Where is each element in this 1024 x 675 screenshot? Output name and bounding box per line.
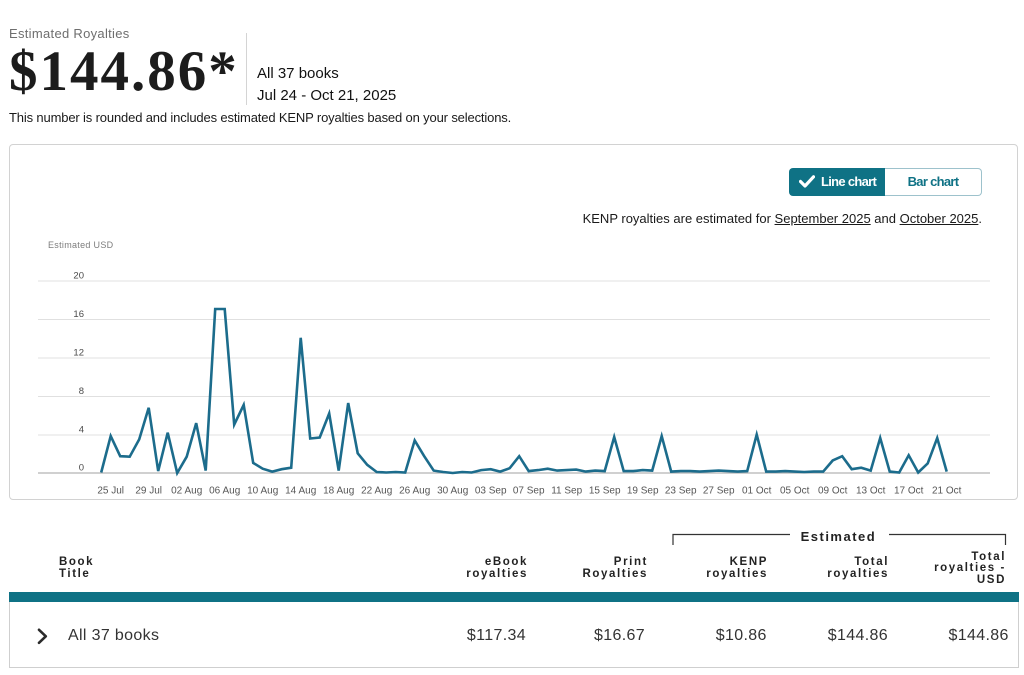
svg-text:19 Sep: 19 Sep xyxy=(627,486,659,497)
svg-text:30 Aug: 30 Aug xyxy=(437,486,468,497)
svg-text:8: 8 xyxy=(79,386,84,397)
svg-text:13 Oct: 13 Oct xyxy=(856,486,886,497)
svg-text:29 Jul: 29 Jul xyxy=(135,486,162,497)
svg-text:26 Aug: 26 Aug xyxy=(399,486,430,497)
svg-text:23 Sep: 23 Sep xyxy=(665,486,697,497)
svg-text:27 Sep: 27 Sep xyxy=(703,486,735,497)
svg-text:05 Oct: 05 Oct xyxy=(780,486,810,497)
svg-text:17 Oct: 17 Oct xyxy=(894,486,924,497)
svg-text:16: 16 xyxy=(73,309,84,320)
svg-text:11 Sep: 11 Sep xyxy=(551,486,582,497)
svg-text:12: 12 xyxy=(73,348,84,359)
svg-text:22 Aug: 22 Aug xyxy=(361,486,392,497)
svg-text:03 Sep: 03 Sep xyxy=(475,486,507,497)
svg-text:0: 0 xyxy=(79,463,84,474)
svg-text:20: 20 xyxy=(73,271,84,282)
svg-text:25 Jul: 25 Jul xyxy=(97,486,124,497)
svg-text:21 Oct: 21 Oct xyxy=(932,486,962,497)
svg-text:4: 4 xyxy=(79,425,84,436)
svg-text:15 Sep: 15 Sep xyxy=(589,486,621,497)
svg-text:07 Sep: 07 Sep xyxy=(513,486,545,497)
svg-text:09 Oct: 09 Oct xyxy=(818,486,848,497)
svg-text:Estimated: Estimated xyxy=(801,529,877,544)
svg-text:10 Aug: 10 Aug xyxy=(247,486,278,497)
svg-text:02 Aug: 02 Aug xyxy=(171,486,202,497)
svg-text:01 Oct: 01 Oct xyxy=(742,486,772,497)
svg-text:06 Aug: 06 Aug xyxy=(209,486,240,497)
svg-text:14 Aug: 14 Aug xyxy=(285,486,316,497)
svg-text:18 Aug: 18 Aug xyxy=(323,486,354,497)
